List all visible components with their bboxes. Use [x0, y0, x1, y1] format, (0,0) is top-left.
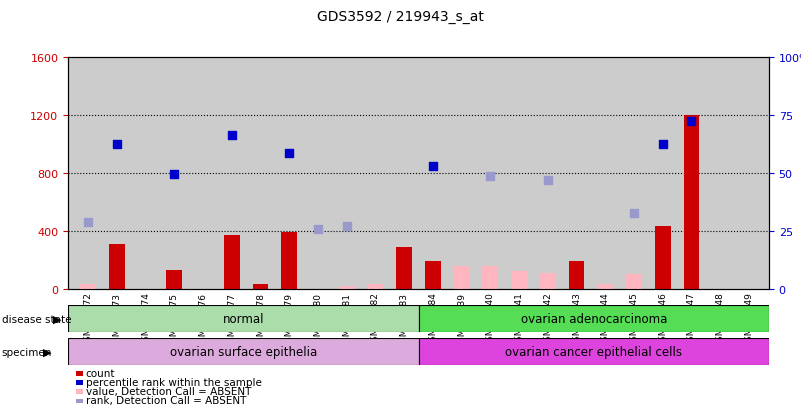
Bar: [167, 271, 183, 289]
Bar: [80, 285, 96, 289]
Text: normal: normal: [223, 313, 264, 325]
Point: [541, 178, 554, 184]
Text: ovarian cancer epithelial cells: ovarian cancer epithelial cells: [505, 346, 682, 358]
Bar: [598, 285, 613, 289]
Text: ▶: ▶: [43, 347, 52, 357]
Text: value, Detection Call = ABSENT: value, Detection Call = ABSENT: [86, 387, 251, 396]
Point: [484, 173, 497, 180]
Text: percentile rank within the sample: percentile rank within the sample: [86, 377, 262, 387]
Bar: [511, 272, 527, 289]
Bar: [418, 306, 769, 332]
Bar: [396, 247, 412, 289]
Point: [656, 141, 669, 148]
Bar: [224, 235, 239, 289]
Bar: [482, 266, 498, 289]
Point: [82, 219, 95, 226]
Bar: [569, 262, 585, 289]
Point: [111, 141, 123, 148]
Bar: [109, 244, 125, 289]
Bar: [68, 339, 418, 366]
Point: [225, 133, 238, 139]
Bar: [68, 306, 418, 332]
Text: ovarian surface epithelia: ovarian surface epithelia: [170, 346, 317, 358]
Bar: [252, 285, 268, 289]
Point: [426, 163, 439, 169]
Point: [168, 172, 181, 178]
Bar: [654, 227, 670, 289]
Text: ovarian adenocarcinoma: ovarian adenocarcinoma: [521, 313, 667, 325]
Bar: [626, 275, 642, 289]
Point: [685, 118, 698, 125]
Text: rank, Detection Call = ABSENT: rank, Detection Call = ABSENT: [86, 396, 246, 406]
Bar: [453, 266, 469, 289]
Text: disease state: disease state: [2, 314, 71, 324]
Bar: [683, 116, 699, 289]
Text: GDS3592 / 219943_s_at: GDS3592 / 219943_s_at: [317, 10, 484, 24]
Bar: [281, 233, 297, 289]
Bar: [339, 286, 355, 289]
Point: [627, 211, 640, 217]
Bar: [425, 262, 441, 289]
Text: count: count: [86, 368, 115, 378]
Text: specimen: specimen: [2, 347, 52, 357]
Bar: [368, 285, 384, 289]
Point: [340, 224, 353, 230]
Bar: [418, 339, 769, 366]
Text: ▶: ▶: [53, 314, 62, 324]
Point: [312, 226, 324, 233]
Point: [283, 150, 296, 157]
Bar: [540, 273, 556, 289]
